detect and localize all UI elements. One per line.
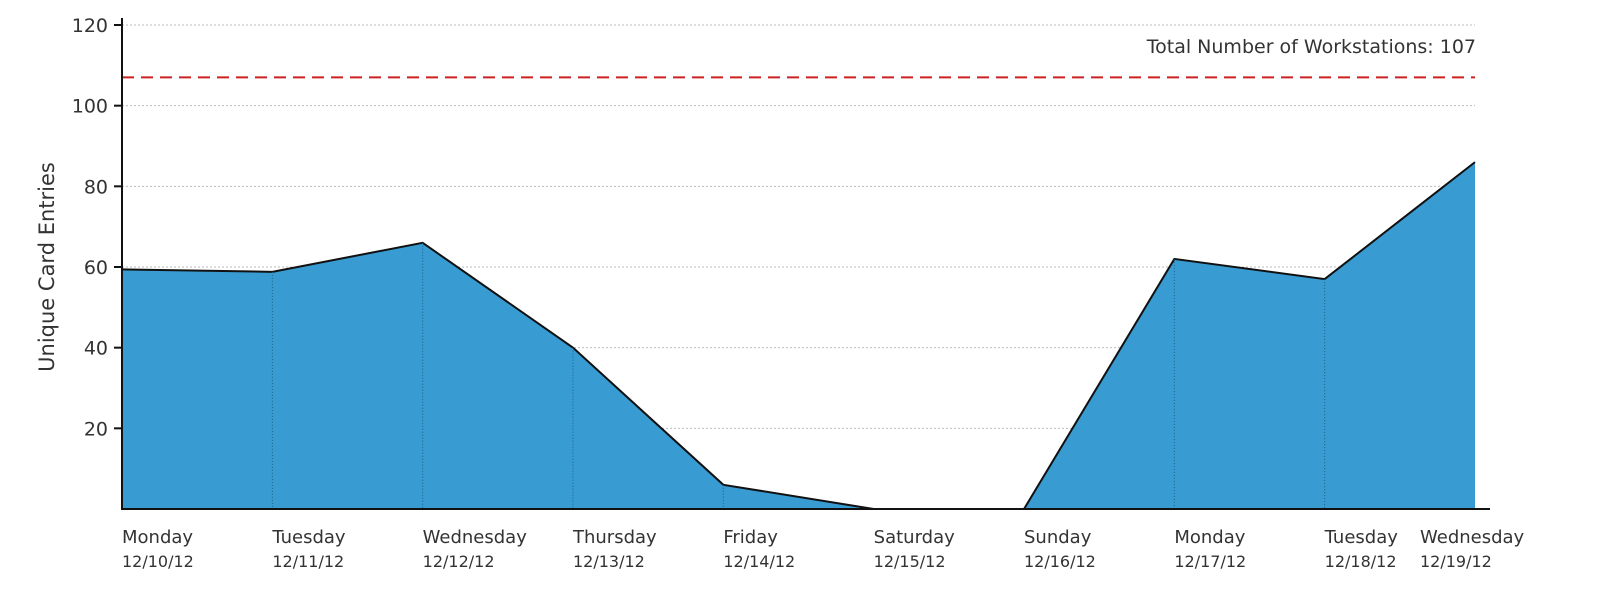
x-tick-label-date: 12/18/12 [1325, 552, 1397, 571]
y-tick-labels: 20 40 60 80 100 120 [72, 15, 108, 440]
x-tick-label-day: Friday [723, 527, 778, 548]
x-tick-label-day: Saturday [874, 527, 955, 548]
x-tick-label-day: Wednesday [423, 527, 528, 548]
x-tick-label-date: 12/10/12 [122, 552, 194, 571]
reference-line-label: Total Number of Workstations: 107 [1146, 36, 1476, 58]
series-area [122, 162, 1475, 509]
x-tick-labels: Monday 12/10/12 Tuesday 12/11/12 Wednesday 12… [122, 527, 1525, 571]
x-tick-label-date: 12/11/12 [272, 552, 344, 571]
x-tick-label-day: Wednesday [1420, 527, 1525, 548]
y-axis-label: Unique Card Entries [35, 162, 59, 372]
area-fill [122, 162, 1475, 509]
y-tick-label: 20 [84, 418, 108, 440]
x-tick-label-day: Monday [1174, 527, 1245, 548]
y-tick-label: 120 [72, 15, 108, 37]
y-tick-label: 100 [72, 96, 108, 118]
y-tick-label: 60 [84, 257, 108, 279]
x-tick-label-date: 12/13/12 [573, 552, 645, 571]
x-tick-label-day: Monday [122, 527, 193, 548]
y-tick-label: 40 [84, 338, 108, 360]
x-tick-label-day: Tuesday [271, 527, 346, 548]
x-tick-label-date: 12/17/12 [1174, 552, 1246, 571]
x-tick-label-date: 12/16/12 [1024, 552, 1096, 571]
x-tick-label-date: 12/12/12 [423, 552, 495, 571]
x-tick-label-day: Sunday [1024, 527, 1092, 548]
x-tick-label-date: 12/19/12 [1420, 552, 1492, 571]
x-tick-label-date: 12/14/12 [723, 552, 795, 571]
y-tick-label: 80 [84, 176, 108, 198]
x-tick-label-date: 12/15/12 [874, 552, 946, 571]
x-tick-label-day: Tuesday [1324, 527, 1399, 548]
x-tick-label-day: Thursday [572, 527, 657, 548]
